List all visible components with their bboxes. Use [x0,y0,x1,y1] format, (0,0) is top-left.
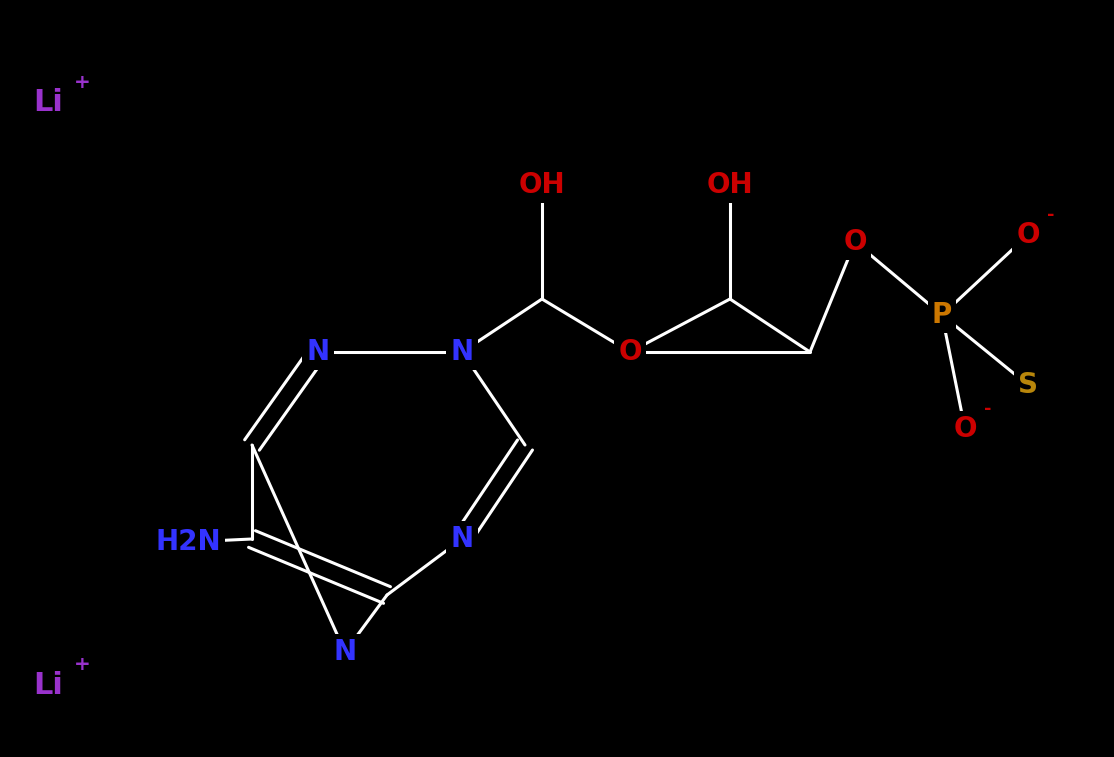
Text: N: N [306,338,330,366]
Text: Li: Li [33,88,62,117]
Text: -: - [985,400,991,418]
Text: P: P [932,301,952,329]
Text: OH: OH [706,171,753,199]
Text: N: N [450,338,473,366]
Text: O: O [843,228,867,256]
Text: S: S [1018,371,1038,399]
Text: -: - [1047,206,1055,224]
Text: H2N: H2N [155,528,221,556]
Text: +: + [74,656,90,674]
Text: +: + [74,73,90,92]
Text: Li: Li [33,671,62,699]
Text: N: N [450,525,473,553]
Text: N: N [333,638,356,666]
Text: O: O [1016,221,1039,249]
Text: O: O [618,338,642,366]
Text: OH: OH [519,171,565,199]
Text: O: O [954,415,977,443]
